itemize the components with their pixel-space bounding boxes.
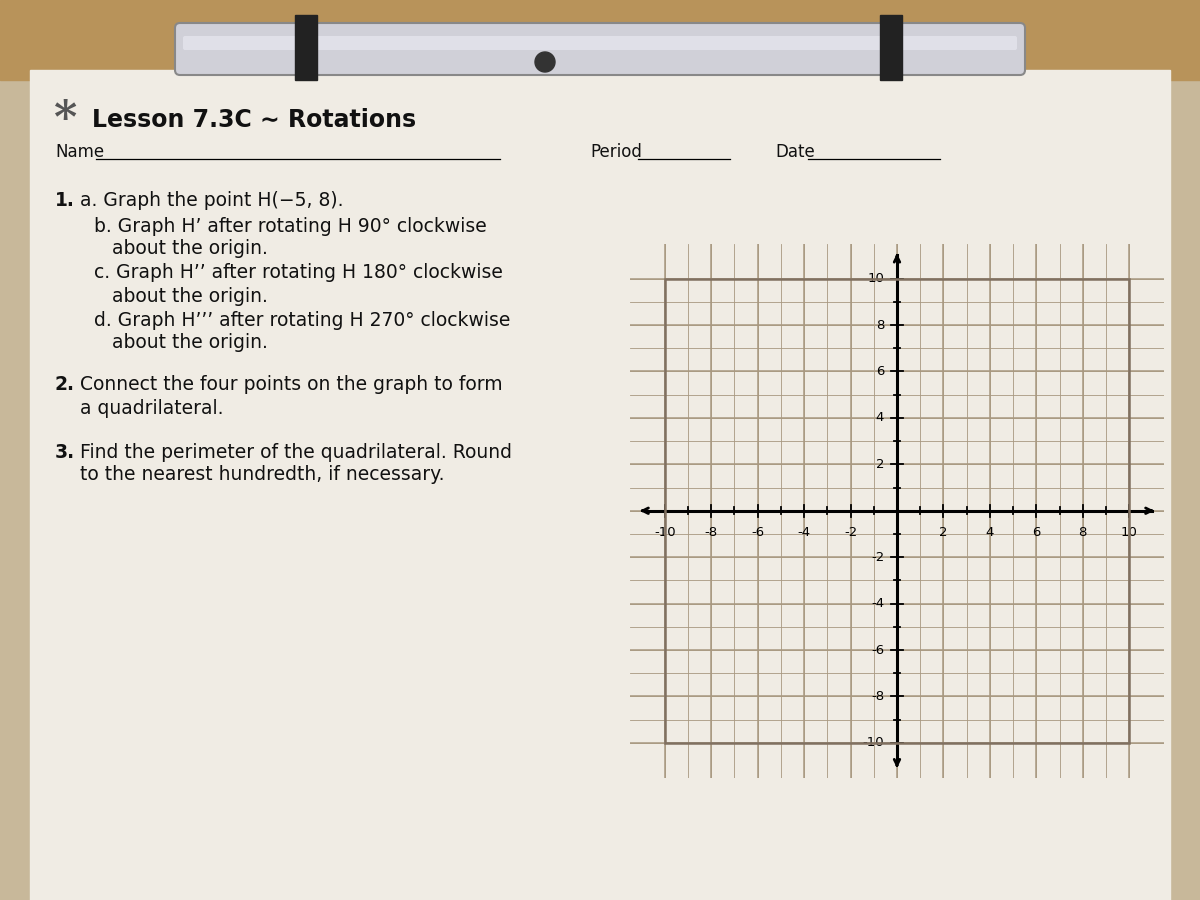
- Text: 2: 2: [940, 526, 948, 539]
- Text: about the origin.: about the origin.: [112, 286, 268, 305]
- Text: d. Graph H’’’ after rotating H 270° clockwise: d. Graph H’’’ after rotating H 270° cloc…: [94, 310, 510, 329]
- Text: *: *: [53, 98, 77, 141]
- Text: 8: 8: [876, 319, 884, 331]
- Text: -8: -8: [871, 690, 884, 703]
- Text: a. Graph the point H(−5, 8).: a. Graph the point H(−5, 8).: [80, 191, 343, 210]
- Text: 10: 10: [1121, 526, 1138, 539]
- Text: Name: Name: [55, 143, 104, 161]
- Text: Connect the four points on the graph to form: Connect the four points on the graph to …: [80, 375, 503, 394]
- Text: 4: 4: [876, 411, 884, 425]
- Text: b. Graph H’ after rotating H 90° clockwise: b. Graph H’ after rotating H 90° clockwi…: [94, 217, 487, 236]
- Text: -10: -10: [863, 736, 884, 750]
- FancyBboxPatch shape: [175, 23, 1025, 75]
- FancyBboxPatch shape: [182, 36, 1018, 50]
- Text: Period: Period: [590, 143, 642, 161]
- Text: to the nearest hundredth, if necessary.: to the nearest hundredth, if necessary.: [80, 465, 444, 484]
- Bar: [0, 0, 1200, 80]
- Text: -10: -10: [654, 526, 676, 539]
- Text: 6: 6: [1032, 526, 1040, 539]
- Circle shape: [535, 52, 554, 72]
- Text: 4: 4: [985, 526, 994, 539]
- Text: c. Graph H’’ after rotating H 180° clockwise: c. Graph H’’ after rotating H 180° clock…: [94, 264, 503, 283]
- Bar: [880, 15, 902, 80]
- Text: 3.: 3.: [55, 443, 76, 462]
- Text: Lesson 7.3C ∼ Rotations: Lesson 7.3C ∼ Rotations: [92, 108, 416, 132]
- Text: 2.: 2.: [55, 375, 74, 394]
- Text: -4: -4: [871, 597, 884, 610]
- Text: Find the perimeter of the quadrilateral. Round: Find the perimeter of the quadrilateral.…: [80, 443, 512, 462]
- Text: -4: -4: [798, 526, 811, 539]
- Text: 2: 2: [876, 458, 884, 471]
- Text: -2: -2: [871, 551, 884, 563]
- Text: about the origin.: about the origin.: [112, 334, 268, 353]
- Text: a quadrilateral.: a quadrilateral.: [80, 399, 223, 418]
- Text: -6: -6: [871, 644, 884, 657]
- Text: about the origin.: about the origin.: [112, 239, 268, 258]
- Text: 1.: 1.: [55, 191, 74, 210]
- Text: -8: -8: [704, 526, 718, 539]
- Bar: [665, 279, 1129, 742]
- Text: -2: -2: [844, 526, 857, 539]
- Text: 6: 6: [876, 364, 884, 378]
- Text: Date: Date: [775, 143, 815, 161]
- Bar: [295, 15, 317, 80]
- Text: -6: -6: [751, 526, 764, 539]
- Text: 8: 8: [1079, 526, 1087, 539]
- Text: 10: 10: [868, 272, 884, 285]
